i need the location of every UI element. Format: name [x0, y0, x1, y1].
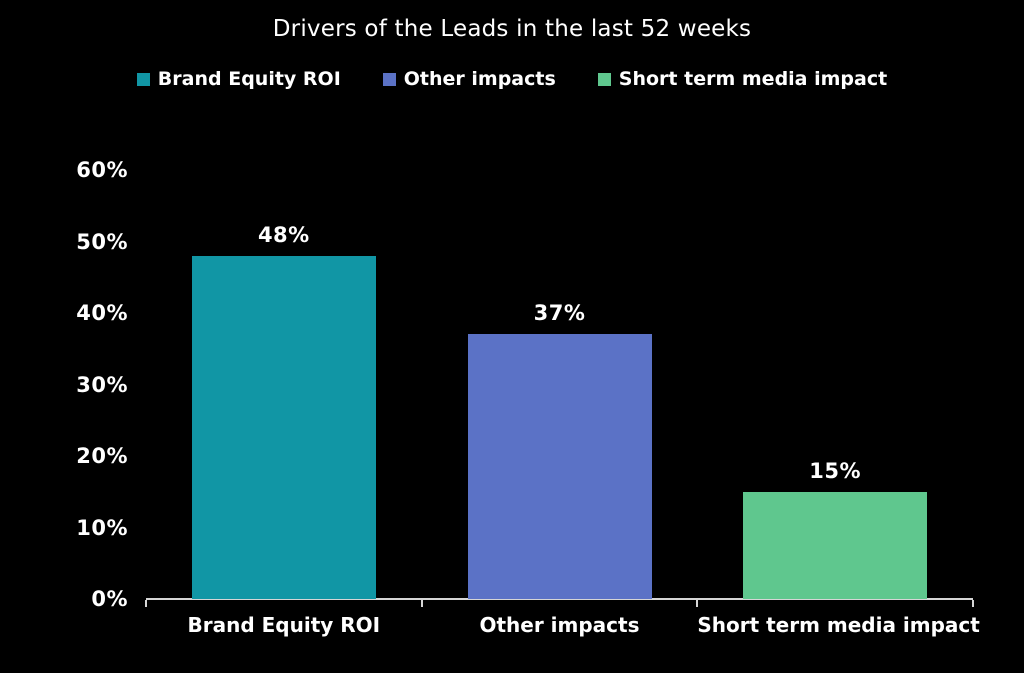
- y-axis-tick-label: 50%: [76, 229, 128, 254]
- x-axis-category-label: Brand Equity ROI: [187, 613, 381, 637]
- x-axis-tick-mark: [972, 600, 974, 607]
- x-axis-line: [146, 598, 973, 600]
- chart-title: Drivers of the Leads in the last 52 week…: [272, 16, 752, 42]
- y-axis-tick-label: 20%: [76, 444, 128, 468]
- bar-value-label: 37%: [533, 301, 586, 326]
- bar-value-label: 48%: [257, 222, 310, 247]
- x-axis-tick-mark: [145, 600, 147, 607]
- legend-swatch-icon: [136, 72, 150, 86]
- y-axis-tick-label: 0%: [91, 587, 128, 611]
- legend-swatch-icon: [597, 72, 611, 86]
- y-axis-tick-label: 30%: [76, 372, 128, 397]
- bar-0: [191, 255, 376, 599]
- x-axis-category-label: Short term media impact: [697, 613, 980, 637]
- x-axis-category-label: Other impacts: [479, 613, 640, 637]
- chart-legend: Brand Equity ROI Other impacts Short term …: [0, 68, 1024, 90]
- bar-value-label: 15%: [809, 458, 862, 483]
- bar-1: [467, 334, 652, 599]
- legend-label: Other impacts: [403, 68, 556, 90]
- y-axis-tick-label: 10%: [76, 515, 128, 540]
- legend-swatch-icon: [382, 72, 396, 86]
- y-axis-tick-label: 40%: [76, 301, 128, 325]
- x-axis-tick-mark: [420, 600, 423, 607]
- legend-item: Brand Equity ROI: [136, 68, 341, 90]
- legend-label: Brand Equity ROI: [157, 68, 341, 90]
- legend-item: Short term media impact: [597, 68, 888, 90]
- x-axis-tick-mark: [696, 600, 699, 607]
- bar-2: [743, 491, 928, 599]
- legend-item: Other impacts: [382, 68, 556, 90]
- legend-label: Short term media impact: [618, 68, 888, 90]
- y-axis-tick-label: 60%: [76, 158, 128, 182]
